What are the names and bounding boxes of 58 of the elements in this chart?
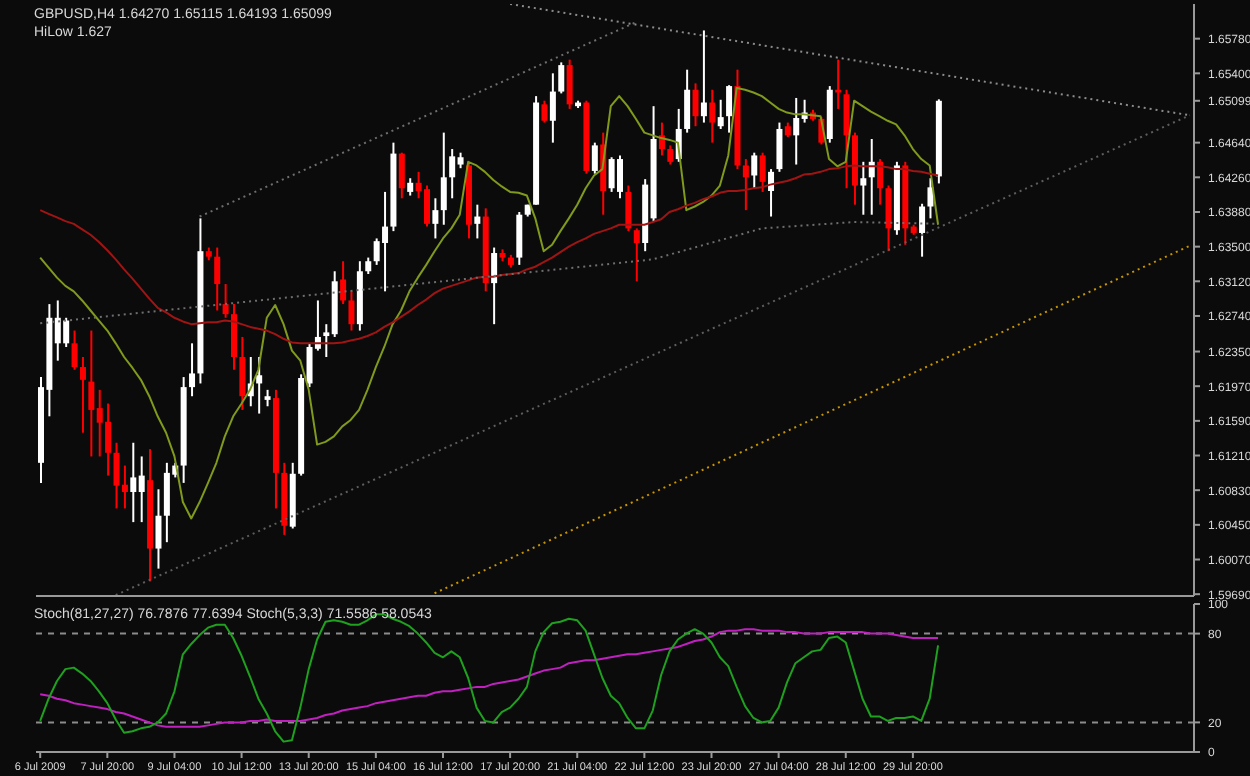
line-series bbox=[39, 221, 940, 325]
candlestick bbox=[617, 154, 623, 200]
candlestick bbox=[549, 72, 556, 144]
candlestick bbox=[222, 283, 229, 319]
candlestick bbox=[163, 461, 170, 544]
candlestick bbox=[591, 141, 598, 175]
candlestick bbox=[541, 99, 548, 124]
candlestick bbox=[340, 260, 347, 306]
candlestick bbox=[71, 329, 78, 371]
candlestick bbox=[432, 197, 439, 240]
candlestick bbox=[440, 131, 447, 226]
candlestick bbox=[566, 58, 573, 110]
candlestick bbox=[113, 441, 120, 510]
candlestick bbox=[742, 158, 749, 212]
candlestick bbox=[700, 29, 707, 124]
candlestick bbox=[843, 88, 850, 190]
candlestick bbox=[449, 148, 456, 200]
candlestick bbox=[684, 68, 691, 134]
candlestick bbox=[759, 151, 766, 193]
candlestick bbox=[885, 184, 892, 253]
candlestick bbox=[105, 402, 112, 477]
candlestick bbox=[214, 246, 221, 312]
candlestick bbox=[860, 160, 867, 216]
candlestick bbox=[138, 455, 145, 524]
candlestick bbox=[709, 88, 716, 144]
candlestick bbox=[667, 144, 674, 166]
candlestick bbox=[231, 303, 237, 371]
candlestick bbox=[608, 156, 615, 193]
candlestick bbox=[877, 158, 884, 206]
candlestick bbox=[793, 96, 800, 166]
candlestick bbox=[96, 388, 103, 458]
candlestick bbox=[751, 151, 758, 190]
candlestick bbox=[63, 316, 70, 348]
candlestick bbox=[79, 356, 86, 434]
candlestick bbox=[474, 203, 481, 240]
candlestick bbox=[382, 190, 389, 293]
candlestick bbox=[239, 335, 246, 411]
candlestick bbox=[717, 98, 724, 130]
line-series bbox=[39, 628, 940, 728]
candlestick bbox=[558, 61, 565, 95]
candlestick bbox=[424, 184, 430, 228]
candlestick bbox=[88, 329, 95, 458]
candlestick bbox=[256, 356, 263, 415]
candlestick bbox=[189, 342, 196, 398]
candlestick bbox=[633, 227, 640, 283]
line-series bbox=[39, 86, 940, 520]
candlestick bbox=[927, 177, 934, 220]
candlestick bbox=[398, 151, 405, 200]
candlestick bbox=[919, 202, 926, 258]
candlestick bbox=[692, 82, 699, 128]
candlestick bbox=[130, 441, 137, 524]
candlestick bbox=[491, 246, 498, 326]
candlestick bbox=[155, 488, 162, 570]
candlestick bbox=[776, 121, 783, 173]
candlestick bbox=[625, 184, 632, 233]
candlestick bbox=[348, 290, 355, 332]
candlestick bbox=[516, 210, 523, 266]
candlestick bbox=[726, 84, 733, 134]
